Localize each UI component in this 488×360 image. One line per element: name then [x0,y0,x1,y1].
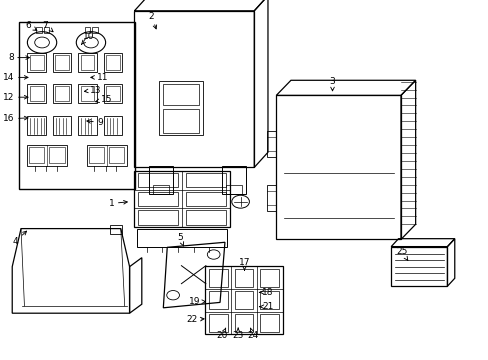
Text: 11: 11 [91,73,108,82]
Bar [27,116,46,135]
Bar [106,86,120,101]
Bar [53,53,71,72]
Text: 12: 12 [3,93,28,102]
Bar [390,247,447,286]
Bar [27,84,46,103]
Bar [149,166,172,194]
Bar [260,291,279,309]
Bar [159,81,203,135]
Bar [134,171,229,227]
Bar [208,291,227,309]
Bar [106,55,120,70]
Bar [78,53,97,72]
Bar [89,147,104,163]
Bar [234,314,253,332]
Text: 16: 16 [3,114,28,123]
Bar [53,116,71,135]
Bar [19,22,135,189]
Bar [276,95,400,239]
Text: 8: 8 [8,53,29,62]
Bar [27,53,46,72]
Text: 4: 4 [13,231,26,246]
Text: 15: 15 [96,95,112,104]
Text: 17: 17 [238,258,250,270]
Bar [163,84,199,105]
Text: 22: 22 [185,315,203,324]
Text: 1: 1 [108,199,127,208]
Bar [153,185,168,194]
Text: 21: 21 [259,302,273,311]
Text: 18: 18 [259,288,273,297]
Bar [138,192,178,206]
Bar [163,109,199,133]
Bar [185,173,225,188]
Text: 14: 14 [3,73,28,82]
Bar [185,192,225,206]
Bar [84,27,90,33]
Text: 23: 23 [232,328,244,340]
Bar [87,145,127,166]
Bar [222,166,245,194]
Bar [78,84,97,103]
Text: 24: 24 [247,328,259,340]
Bar [138,210,178,225]
Text: 20: 20 [216,328,228,340]
Bar [103,53,122,72]
Bar [185,210,225,225]
Bar [43,27,49,33]
Text: 6: 6 [25,21,37,30]
Text: 25: 25 [395,248,407,261]
Bar [81,55,94,70]
Text: 2: 2 [148,12,156,29]
Bar [53,84,71,103]
Bar [27,145,67,166]
Text: 7: 7 [42,21,53,32]
Text: 5: 5 [177,233,183,246]
Bar [208,269,227,287]
Bar [260,314,279,332]
Bar [29,147,44,163]
Bar [137,229,227,247]
Bar [30,55,43,70]
Text: 3: 3 [329,77,335,91]
Bar [36,27,41,33]
Bar [234,291,253,309]
Bar [109,147,124,163]
Bar [103,116,122,135]
Bar [55,55,69,70]
Bar [49,147,64,163]
Bar [134,11,254,167]
Bar [92,27,98,33]
Bar [226,185,242,194]
Bar [103,84,122,103]
Bar [55,86,69,101]
Text: 13: 13 [84,86,102,95]
Bar [234,269,253,287]
Bar [78,116,97,135]
Text: 19: 19 [188,297,205,306]
Bar [208,314,227,332]
Text: 10: 10 [81,32,95,44]
Bar [260,269,279,287]
Bar [138,173,178,188]
Bar [205,266,282,334]
Text: 9: 9 [87,118,103,127]
Bar [30,86,43,101]
Bar [81,86,94,101]
Bar [110,225,122,234]
